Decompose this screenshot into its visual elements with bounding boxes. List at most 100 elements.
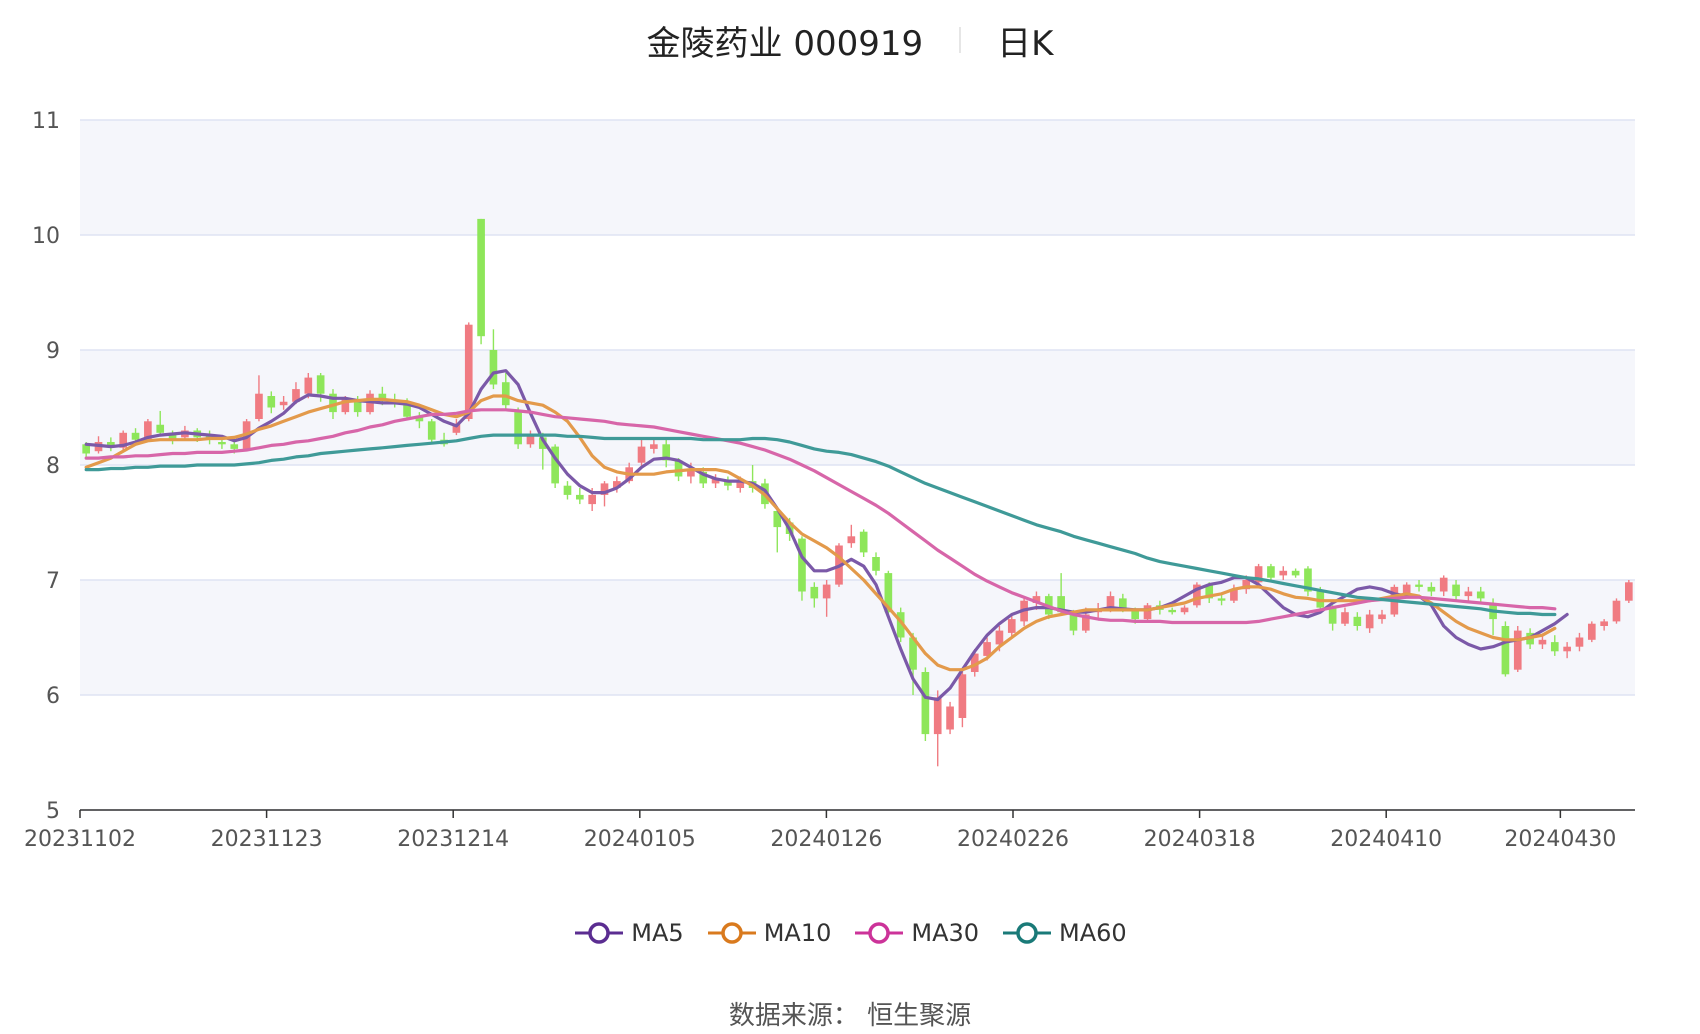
title-divider	[959, 27, 962, 53]
chart-title: 金陵药业 000919	[646, 23, 924, 64]
candle-up	[304, 377, 313, 394]
legend-marker-icon	[855, 922, 904, 944]
candle-down	[1069, 612, 1078, 631]
candle-up	[600, 483, 609, 495]
legend-marker-icon	[1003, 922, 1052, 944]
candle-down	[329, 393, 337, 413]
candle-down	[1427, 586, 1436, 592]
candle-up	[983, 642, 991, 656]
candle-up	[1538, 639, 1547, 645]
candle-down	[1415, 584, 1423, 587]
candle-up	[970, 653, 979, 672]
candle-up	[1254, 566, 1263, 583]
candle-down	[1501, 626, 1510, 675]
y-tick-label: 7	[46, 569, 60, 594]
line-ma30	[84, 408, 1557, 625]
candlestick-chart: 5 6 7 8 9 10 11 20231102 20231123 20231214 2024010…	[24, 109, 1635, 852]
x-tick-label: 20240318	[1144, 827, 1256, 852]
x-tick-label: 20240430	[1504, 827, 1616, 852]
y-tick-label: 9	[46, 339, 60, 364]
candle-down	[1267, 566, 1275, 578]
candle-down	[107, 442, 115, 447]
candle-down	[168, 433, 177, 440]
candle-down	[563, 485, 572, 495]
y-tick-label: 8	[46, 454, 60, 479]
candle-down	[1119, 598, 1127, 608]
candle-down	[859, 531, 868, 553]
y-tick-label: 10	[32, 224, 60, 249]
candle-up	[1081, 614, 1090, 631]
candle-down	[316, 375, 325, 394]
plot-band	[80, 120, 1635, 235]
candle-up	[588, 494, 596, 505]
candle-down	[1205, 584, 1214, 599]
candle-down	[1131, 609, 1140, 620]
candle-down	[82, 444, 90, 454]
legend-item-ma5[interactable]: MA5	[573, 919, 684, 947]
candle-up	[1279, 570, 1288, 576]
candle-up	[1193, 584, 1201, 606]
candle-down	[798, 538, 806, 592]
candle-down	[773, 511, 782, 528]
candle-up	[1007, 619, 1016, 633]
x-tick-label: 20231102	[24, 827, 136, 852]
candle-up	[144, 421, 152, 440]
candle-up	[613, 481, 621, 488]
candle-down	[514, 412, 522, 445]
x-tick-label: 20231123	[211, 827, 323, 852]
candle-up	[958, 674, 967, 718]
plot-bands	[80, 120, 1635, 695]
candle-down	[1353, 616, 1362, 626]
candle-down	[1057, 596, 1065, 613]
data-source-note: 数据来源： 恒生聚源	[728, 1001, 972, 1031]
candle-down	[884, 573, 893, 613]
legend-label: MA60	[1059, 919, 1127, 947]
candle-up	[1513, 630, 1522, 670]
candle-down	[699, 471, 708, 484]
candle-up	[1106, 596, 1115, 608]
candle-up	[1402, 584, 1411, 594]
candle-up	[1575, 637, 1584, 647]
candle-down	[477, 218, 485, 337]
candle-down	[427, 421, 436, 440]
candle-up	[847, 536, 856, 544]
candle-up	[1378, 614, 1386, 620]
candle-up	[711, 478, 720, 484]
candle-down	[1550, 642, 1559, 652]
candle-down	[403, 402, 411, 417]
candle-down	[489, 350, 498, 385]
x-tick-label: 20240410	[1330, 827, 1442, 852]
candle-down	[538, 437, 547, 449]
candle-down	[909, 637, 917, 670]
legend-item-ma60[interactable]: MA60	[1001, 919, 1127, 947]
candle-down	[501, 382, 510, 406]
candle-down	[267, 396, 276, 408]
candle-down	[1476, 591, 1485, 599]
candle-down	[1291, 570, 1300, 576]
x-tick-label: 20240226	[957, 827, 1069, 852]
candle-down	[353, 401, 362, 413]
candle-up	[341, 398, 350, 413]
plot-band	[80, 350, 1635, 465]
candle-up	[255, 393, 263, 419]
candle-up	[933, 697, 942, 735]
legend-item-ma30[interactable]: MA30	[853, 919, 979, 947]
candle-up	[526, 436, 535, 445]
chart-title-bar: 金陵药业 000919 日K	[0, 12, 1700, 68]
candle-down	[921, 672, 930, 735]
candle-up	[292, 389, 300, 402]
x-tick-label: 20240126	[770, 827, 882, 852]
candle-down	[1328, 607, 1337, 624]
candle-up	[119, 432, 128, 448]
candle-up	[452, 423, 461, 433]
candle-up	[1439, 577, 1448, 592]
candle-up	[736, 481, 745, 488]
x-tick-label: 20231214	[397, 827, 509, 852]
candle-down	[218, 442, 226, 445]
candle-up	[637, 446, 646, 463]
candle-up	[1242, 580, 1251, 590]
legend-item-ma10[interactable]: MA10	[706, 919, 831, 947]
candle-down	[896, 612, 905, 638]
candle-down	[378, 393, 387, 401]
candle-up	[1032, 596, 1041, 603]
